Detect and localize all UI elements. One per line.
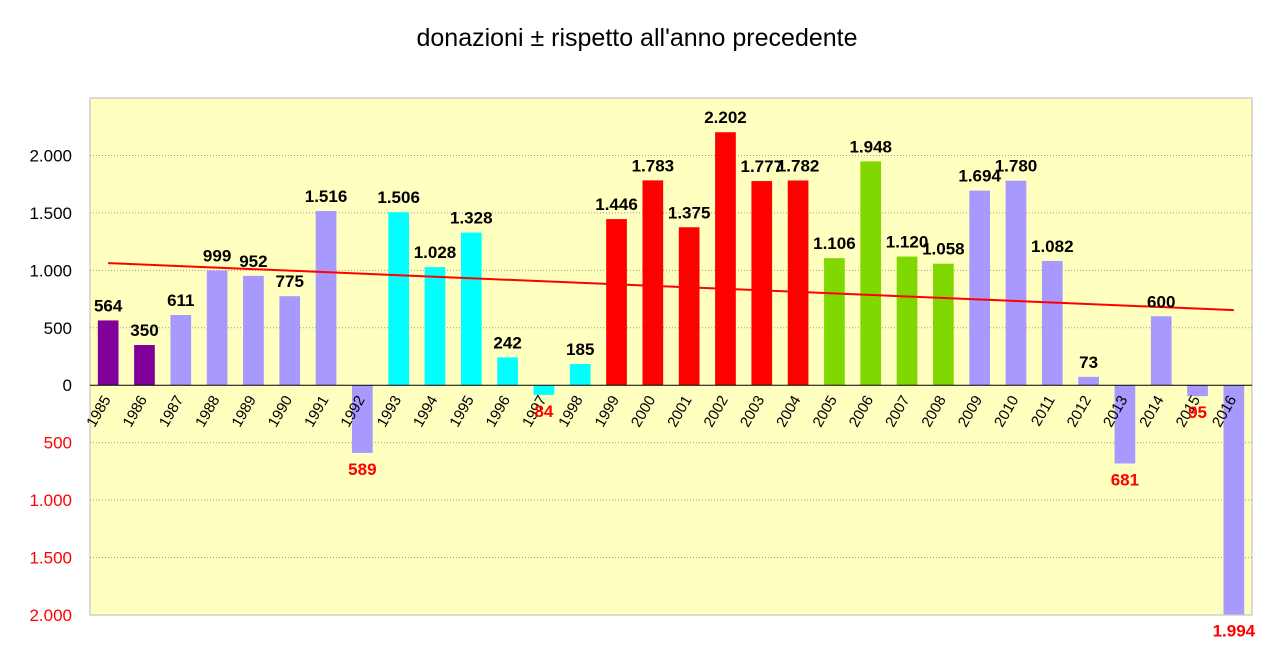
data-label: 589 — [348, 460, 376, 479]
data-label: 185 — [566, 340, 594, 359]
y-tick-label: 0 — [63, 376, 72, 395]
bar-2004 — [787, 180, 809, 386]
bar-2005 — [824, 258, 845, 386]
bar-2016 — [1223, 385, 1245, 615]
bar-2000 — [642, 180, 664, 386]
plot-area — [89, 97, 1253, 616]
data-label: 350 — [130, 321, 158, 340]
y-tick-label: 500 — [44, 434, 72, 453]
bar-2008 — [932, 263, 954, 386]
bar-2003 — [751, 181, 773, 386]
bar-1991 — [315, 211, 337, 386]
data-label: 1.375 — [668, 203, 711, 222]
data-label: 1.028 — [414, 243, 457, 262]
bar-2011 — [1041, 260, 1063, 386]
bar-2002 — [715, 132, 736, 386]
data-label: 999 — [203, 246, 231, 265]
bar-2014 — [1150, 316, 1172, 386]
y-tick-label: 1.000 — [29, 491, 72, 510]
data-label: 73 — [1079, 353, 1098, 372]
data-label: 681 — [1111, 470, 1139, 489]
bar-2013 — [1114, 385, 1136, 464]
bar-1987 — [170, 315, 192, 386]
data-labels: 564 350 611 999 952 775 1.516 589 1.506 1.028 1.32… — [94, 108, 1256, 640]
data-label: 1.948 — [849, 137, 892, 156]
bar-1997 — [533, 385, 555, 395]
data-label: 2.202 — [704, 108, 747, 127]
data-label: 1.516 — [305, 187, 348, 206]
bar-1989 — [243, 275, 264, 386]
bar-1993 — [388, 212, 410, 386]
data-label: 952 — [239, 252, 267, 271]
data-label: 775 — [276, 272, 304, 291]
bar-1990 — [279, 296, 301, 386]
data-label: 1.994 — [1213, 621, 1256, 640]
bar-1988 — [206, 270, 228, 386]
data-label: 1.777 — [741, 157, 784, 176]
bar-1985 — [97, 320, 119, 386]
bar-1992 — [351, 385, 373, 453]
data-label: 1.058 — [922, 240, 965, 259]
bar-2015 — [1187, 385, 1208, 397]
data-label: 564 — [94, 296, 123, 315]
y-tick-label: 2.000 — [29, 606, 72, 625]
bar-1999 — [606, 219, 627, 386]
y-tick-label: 500 — [44, 319, 72, 338]
data-label: 1.783 — [632, 156, 675, 175]
bar-1995 — [460, 232, 482, 386]
bar-1996 — [497, 357, 518, 386]
y-tick-label: 1.500 — [29, 204, 72, 223]
data-label: 1.328 — [450, 209, 493, 228]
y-axis-ticks: 2.000 1.500 1.000 500 0 500 1.000 1.500 2.000 — [29, 146, 72, 625]
data-label: 1.106 — [813, 234, 856, 253]
chart-title: donazioni ± rispetto all'anno precedente — [416, 24, 858, 52]
data-label: 611 — [167, 291, 194, 310]
bar-1994 — [424, 267, 446, 386]
data-label: 1.694 — [958, 167, 1001, 186]
data-label: 95 — [1188, 403, 1207, 422]
data-label: 1.782 — [777, 156, 820, 175]
data-label: 1.780 — [995, 157, 1038, 176]
bar-1986 — [134, 345, 155, 386]
bar-2010 — [1005, 180, 1027, 386]
bar-2006 — [860, 161, 882, 386]
data-label: 84 — [534, 402, 553, 421]
y-tick-label: 1.500 — [29, 549, 72, 568]
bar-2001 — [678, 227, 700, 386]
data-label: 242 — [493, 333, 521, 352]
trend-line — [108, 262, 1234, 312]
bar-1998 — [569, 363, 591, 386]
y-tick-label: 2.000 — [29, 146, 72, 165]
y-tick-label: 1.000 — [29, 261, 72, 280]
bar-2012 — [1078, 376, 1099, 386]
data-label: 1.506 — [377, 188, 420, 207]
bar-2009 — [969, 190, 991, 386]
data-label: 600 — [1147, 292, 1175, 311]
bar-2007 — [896, 256, 918, 386]
bars — [97, 132, 1245, 615]
data-label: 1.120 — [886, 233, 929, 252]
data-label: 1.082 — [1031, 237, 1074, 256]
data-label: 1.446 — [595, 195, 638, 214]
